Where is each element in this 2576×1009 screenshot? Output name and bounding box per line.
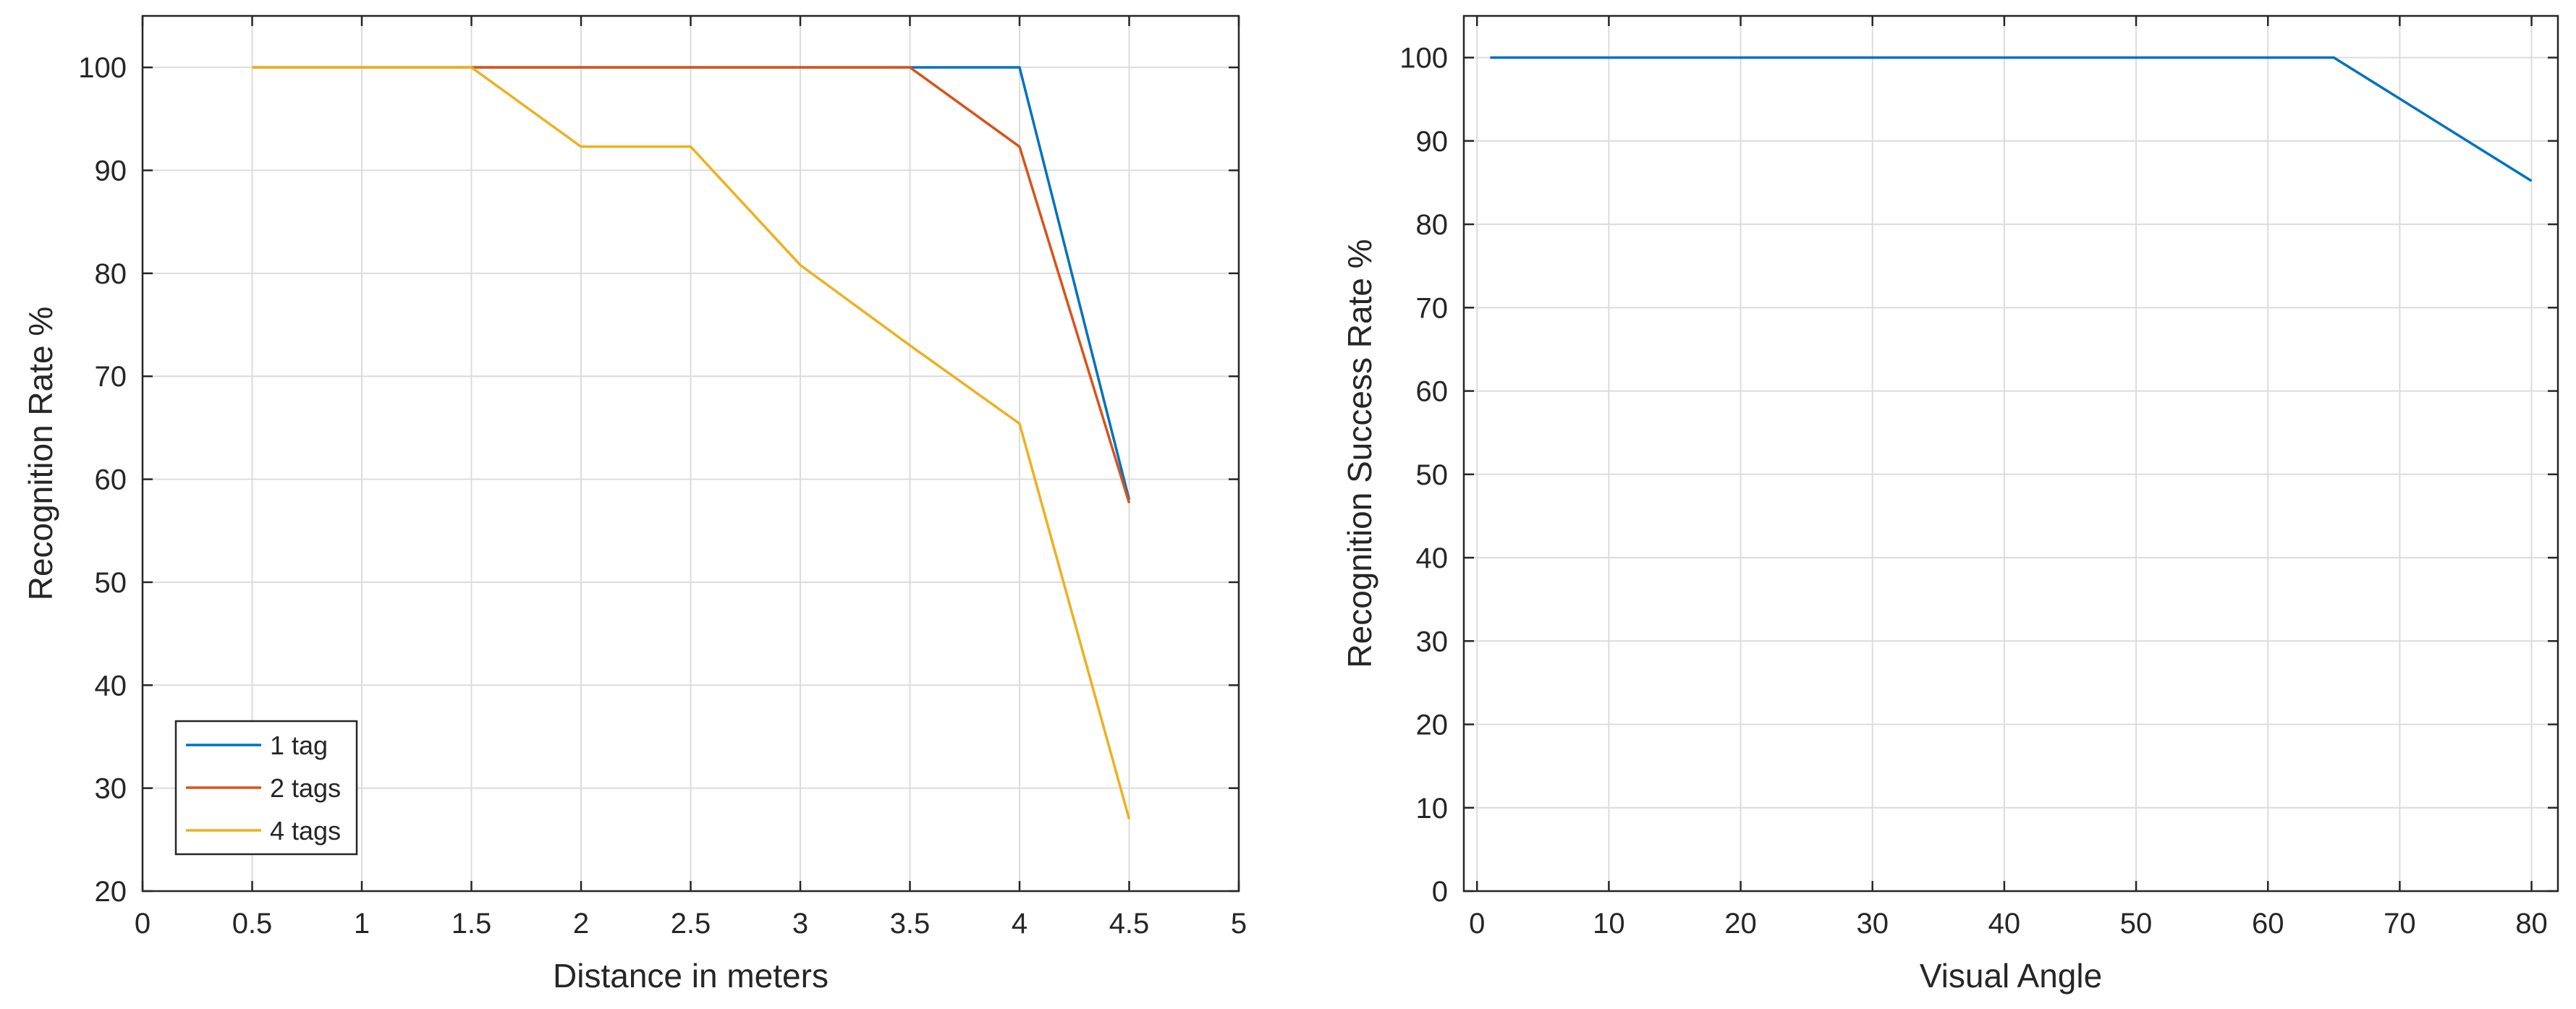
distance-chart-series <box>252 66 1131 819</box>
visual-angle-chart: 0 10 20 30 40 50 60 70 800102030405060708090100 … <box>1341 14 2559 995</box>
visual-angle-chart-x-tick-label: 10 <box>1593 908 1625 940</box>
distance-chart-x-tick-label: 1.5 <box>452 908 492 940</box>
visual-angle-chart-x-tick-label: 70 <box>2384 908 2416 940</box>
visual-angle-chart-series <box>1490 56 2533 182</box>
distance-chart-x-tick-label: 4.5 <box>1109 908 1150 940</box>
visual-angle-chart-axes-box <box>1462 14 2559 893</box>
visual-angle-chart-x-tick-label: 20 <box>1724 908 1757 940</box>
distance-chart-x-tick-label: 3.5 <box>890 908 931 940</box>
visual-angle-chart-x-tick-label: 0 <box>1469 908 1485 940</box>
distance-chart-x-axis-label: Distance in meters <box>553 957 829 995</box>
distance-chart-y-tick-label: 20 <box>95 876 127 908</box>
visual-angle-chart-y-tick-label: 50 <box>1416 459 1449 491</box>
visual-angle-chart-y-tick-label: 80 <box>1416 209 1449 241</box>
legend-label-2-tags: 2 tags <box>270 773 341 803</box>
distance-chart: 0 0.5 1 1.5 2 2.5 3 3.5 4 4.5 5 20 30 40 50 60 70 80 90 100… <box>22 14 1247 995</box>
distance-chart-x-tick-label: 2 <box>573 908 589 940</box>
distance-chart-legend: 1 tag 2 tags 4 tags <box>174 720 358 856</box>
visual-angle-chart-y-tick-label: 40 <box>1416 542 1449 574</box>
visual-angle-chart-y-tick-label: 10 <box>1416 793 1449 825</box>
legend-label-4-tags: 4 tags <box>270 816 341 846</box>
distance-chart-y-axis-label: Recognition Rate % <box>22 307 59 601</box>
visual-angle-chart-x-axis-label: Visual Angle <box>1920 957 2102 995</box>
distance-chart-x-tick-label: 0.5 <box>232 908 273 940</box>
distance-chart-x-tick-label: 5 <box>1231 908 1247 940</box>
visual-angle-chart-y-tick-label: 70 <box>1416 292 1449 324</box>
visual-angle-chart-y-tick-label: 90 <box>1416 126 1449 158</box>
legend-label-1-tag: 1 tag <box>270 731 328 760</box>
distance-chart-x-tick-label: 3 <box>792 908 808 940</box>
visual-angle-chart-y-axis-label: Recognition Success Rate % <box>1341 239 1378 668</box>
distance-chart-y-tick-label: 90 <box>95 156 127 187</box>
visual-angle-chart-x-tick-label: 60 <box>2252 908 2284 940</box>
distance-chart-x-tick-label: 0 <box>135 908 151 940</box>
visual-angle-chart-series-recognition-success-rate <box>1490 56 2533 182</box>
visual-angle-chart-y-tick-label: 60 <box>1416 376 1449 408</box>
distance-chart-y-tick-label: 80 <box>95 258 127 290</box>
visual-angle-chart-ticks: 0 10 20 30 40 50 60 70 80 0 10 20 30 40 50 60 70 80 90 100 <box>1399 16 2558 940</box>
distance-chart-y-tick-label: 50 <box>95 567 127 599</box>
visual-angle-chart-grid <box>1464 16 2558 892</box>
distance-chart-y-tick-label: 100 <box>78 52 127 84</box>
distance-chart-y-tick-label: 30 <box>95 773 127 805</box>
visual-angle-chart-x-tick-label: 80 <box>2515 908 2548 940</box>
visual-angle-chart-y-tick-label: 30 <box>1416 626 1449 657</box>
distance-chart-x-tick-label: 4 <box>1012 908 1028 940</box>
visual-angle-chart-y-tick-label: 0 <box>1432 876 1448 908</box>
distance-chart-y-tick-label: 40 <box>95 670 127 702</box>
distance-chart-y-tick-label: 60 <box>95 464 127 496</box>
visual-angle-chart-x-tick-label: 40 <box>1988 908 2021 940</box>
visual-angle-chart-y-tick-label: 20 <box>1416 710 1449 741</box>
distance-chart-y-tick-label: 70 <box>95 361 127 393</box>
visual-angle-chart-y-tick-label: 100 <box>1399 43 1448 74</box>
distance-chart-x-tick-label: 1 <box>354 908 370 940</box>
visual-angle-chart-x-tick-label: 50 <box>2120 908 2153 940</box>
distance-chart-x-tick-label: 2.5 <box>671 908 711 940</box>
visual-angle-chart-x-tick-label: 30 <box>1856 908 1889 940</box>
distance-chart-ticks: 0 0.5 1 1.5 2 2.5 3 3.5 4 4.5 5 20 30 40 50 60 70 80 90 100 <box>78 16 1247 940</box>
